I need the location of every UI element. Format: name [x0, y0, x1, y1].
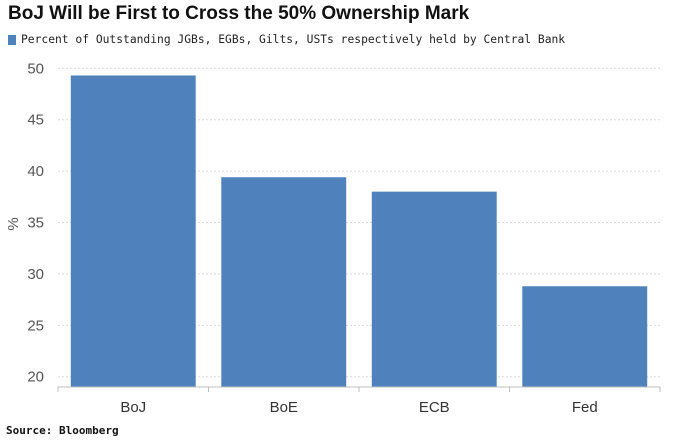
legend: Percent of Outstanding JGBs, EGBs, Gilts…	[8, 33, 565, 46]
x-tick-label: ECB	[419, 399, 450, 416]
x-tick-label: BoJ	[120, 399, 146, 416]
y-tick-label: 45	[27, 112, 44, 129]
source-note: Source: Bloomberg	[6, 424, 119, 437]
bar-boe	[221, 177, 347, 387]
y-tick-label: 35	[27, 215, 44, 232]
legend-swatch	[8, 34, 16, 45]
y-tick-label: 40	[27, 163, 44, 180]
y-tick-label: 50	[27, 60, 44, 77]
y-tick-label: 30	[27, 266, 44, 283]
y-tick-label: 20	[27, 369, 44, 386]
bar-boj	[70, 75, 196, 388]
y-tick-label: 25	[27, 317, 44, 334]
x-tick-label: Fed	[572, 399, 598, 416]
chart-title: BoJ Will be First to Cross the 50% Owner…	[8, 3, 470, 24]
legend-label: Percent of Outstanding JGBs, EGBs, Gilts…	[21, 33, 566, 46]
y-axis-title: %	[5, 217, 22, 230]
bar-fed	[522, 286, 648, 387]
x-tick-label: BoE	[270, 399, 298, 416]
bar-ecb	[371, 191, 497, 387]
